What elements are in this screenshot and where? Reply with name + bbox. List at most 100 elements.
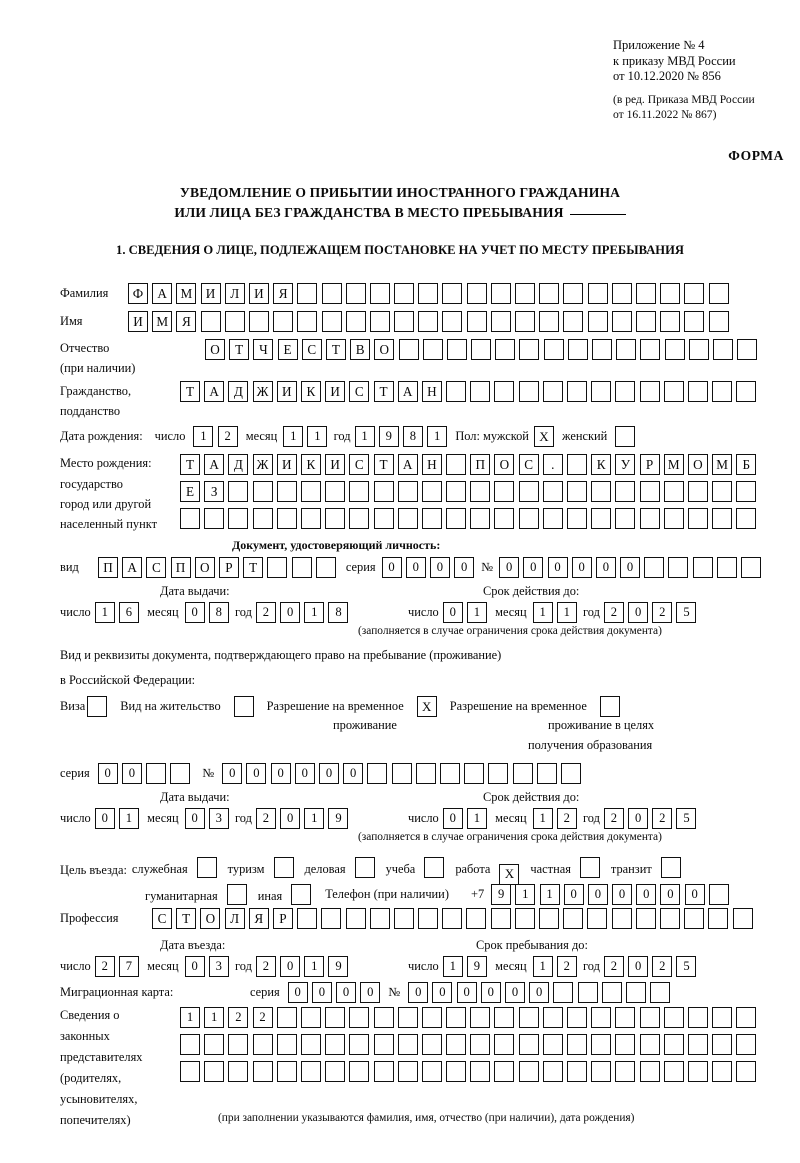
char-box[interactable] [635,908,656,929]
char-box[interactable] [615,1034,636,1055]
char-box[interactable]: 1 [442,956,463,977]
char-box[interactable]: Р [272,908,293,929]
char-box[interactable] [644,557,665,578]
char-box[interactable] [446,481,467,502]
char-box[interactable]: 1 [466,602,487,623]
char-box[interactable] [684,283,705,304]
char-box[interactable]: Б [736,454,757,475]
char-box[interactable] [446,508,467,529]
char-box[interactable] [543,339,564,360]
char-box[interactable]: Е [277,339,298,360]
char-box[interactable] [660,311,681,332]
char-box[interactable]: 1 [539,884,560,905]
char-box[interactable] [228,508,249,529]
char-box[interactable] [518,381,539,402]
char-box[interactable]: 1 [532,956,553,977]
char-box[interactable]: 0 [628,602,649,623]
char-box[interactable]: К [591,454,612,475]
char-box[interactable] [490,908,511,929]
char-box[interactable] [688,339,709,360]
char-box[interactable]: Я [176,311,197,332]
char-box[interactable]: 5 [676,808,697,829]
char-box[interactable] [345,283,366,304]
char-box[interactable]: 3 [208,808,229,829]
char-box[interactable] [418,908,439,929]
char-box[interactable]: 2 [228,1007,249,1028]
char-box[interactable] [300,1061,321,1082]
char-box[interactable]: 1 [304,956,325,977]
char-box[interactable]: М [663,454,684,475]
purpose-option-checkbox[interactable] [291,884,312,905]
char-box[interactable] [373,1007,394,1028]
char-box[interactable] [515,311,535,332]
char-box[interactable] [180,1061,200,1082]
char-box[interactable] [418,311,439,332]
char-box[interactable]: 9 [328,808,349,829]
char-box[interactable] [514,908,535,929]
char-box[interactable] [421,508,442,529]
char-box[interactable] [494,508,515,529]
char-box[interactable] [615,1007,636,1028]
char-box[interactable] [349,1034,370,1055]
sex-female-checkbox[interactable] [615,426,636,447]
char-box[interactable] [611,311,632,332]
char-box[interactable]: М [176,283,197,304]
char-box[interactable] [567,1061,587,1082]
char-box[interactable] [421,481,442,502]
char-box[interactable] [542,481,563,502]
visa-checkbox[interactable] [87,696,108,717]
char-box[interactable] [325,481,346,502]
char-box[interactable] [712,508,733,529]
char-box[interactable]: 1 [180,1007,200,1028]
char-box[interactable] [180,508,200,529]
char-box[interactable]: Т [180,454,200,475]
char-box[interactable]: И [128,311,148,332]
char-box[interactable]: 2 [652,602,673,623]
char-box[interactable]: 0 [429,557,450,578]
char-box[interactable]: С [518,454,539,475]
char-box[interactable] [591,1034,612,1055]
char-box[interactable]: 0 [505,982,526,1003]
char-box[interactable] [252,481,273,502]
char-box[interactable]: С [146,557,167,578]
char-box[interactable]: 1 [556,602,577,623]
char-box[interactable] [369,283,390,304]
char-box[interactable]: 0 [432,982,453,1003]
char-box[interactable]: 2 [556,956,577,977]
char-box[interactable] [470,381,491,402]
char-box[interactable] [736,381,757,402]
char-box[interactable]: Е [180,481,200,502]
char-box[interactable]: 1 [94,602,115,623]
char-box[interactable]: 2 [255,602,276,623]
char-box[interactable] [321,311,342,332]
char-box[interactable] [712,481,733,502]
char-box[interactable]: 3 [208,956,229,977]
char-box[interactable]: Р [639,454,660,475]
purpose-option-checkbox[interactable] [354,857,375,878]
char-box[interactable] [490,283,511,304]
char-box[interactable]: 0 [563,884,584,905]
char-box[interactable] [518,508,539,529]
char-box[interactable] [300,1034,321,1055]
char-box[interactable] [563,908,584,929]
char-box[interactable] [684,311,705,332]
char-box[interactable] [442,908,463,929]
char-box[interactable]: А [204,454,225,475]
char-box[interactable] [736,481,757,502]
char-box[interactable] [567,481,587,502]
char-box[interactable]: Т [243,557,264,578]
char-box[interactable] [490,311,511,332]
char-box[interactable]: 1 [515,884,536,905]
char-box[interactable]: М [712,454,733,475]
char-box[interactable]: 0 [499,557,520,578]
